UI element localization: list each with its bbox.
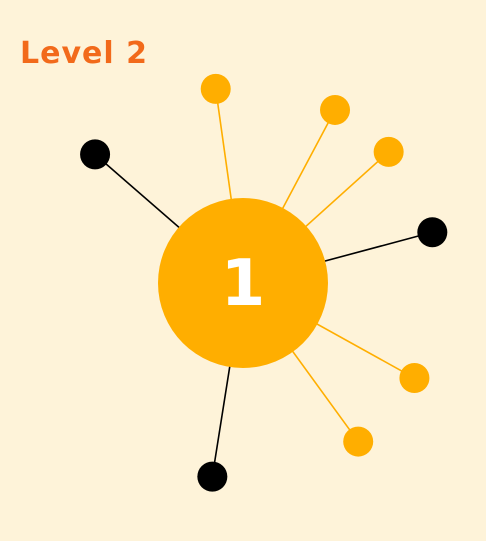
- pin-head-2: [200, 73, 231, 104]
- pin-head-3: [320, 94, 351, 125]
- pin-head-8: [197, 461, 228, 492]
- pin-head-6: [399, 363, 430, 394]
- pin-head-1: [80, 139, 111, 170]
- pin-head-7: [343, 426, 374, 457]
- hub-count-label: 1: [221, 247, 266, 321]
- level-label: Level 2: [20, 36, 148, 71]
- hub-circle: [158, 198, 328, 368]
- pin-head-4: [373, 136, 404, 167]
- pin-head-5: [417, 217, 448, 248]
